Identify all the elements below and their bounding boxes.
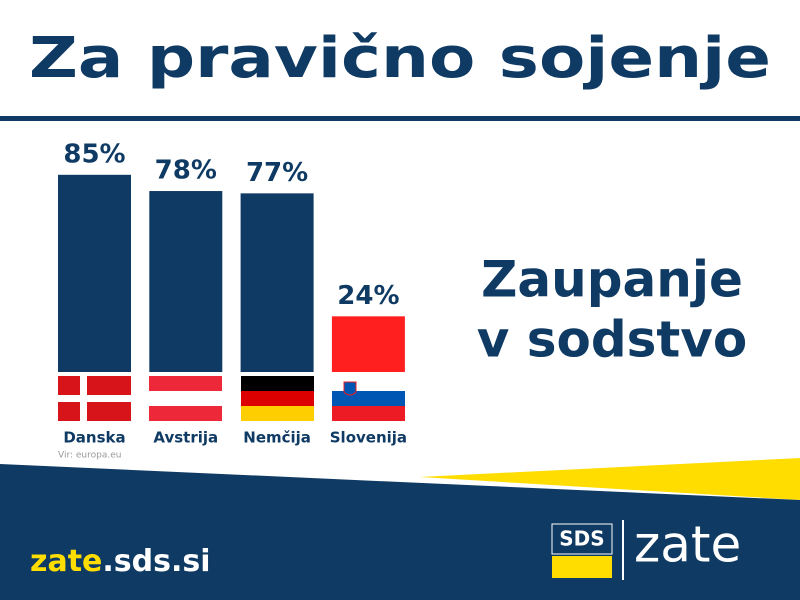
category-label: Slovenija — [330, 429, 407, 447]
logo-right: zate — [634, 516, 741, 574]
value-label: 24% — [337, 281, 399, 311]
annotation-line: Zaupanje — [481, 251, 743, 309]
category-label: Danska — [63, 429, 125, 447]
logo-left: SDS — [559, 527, 604, 551]
logo-box-yellow — [552, 556, 612, 578]
title: Za pravično sojenje — [29, 26, 771, 91]
footer-url: zate.sds.si — [30, 544, 211, 579]
bar — [331, 316, 405, 372]
category-label: Nemčija — [243, 429, 311, 447]
flag-slovenia — [332, 376, 405, 421]
value-label: 77% — [246, 158, 308, 188]
title-rule — [0, 116, 800, 121]
logo-divider — [622, 520, 624, 580]
url-part: .sds.si — [102, 544, 210, 579]
bar — [58, 174, 131, 372]
source: Vir: europa.eu — [58, 451, 121, 461]
footer-stripe — [420, 458, 800, 500]
bar — [149, 191, 223, 372]
value-label: 85% — [63, 139, 125, 169]
annotation-line: v sodstvo — [477, 311, 748, 369]
flag-germany — [241, 376, 314, 421]
bar — [240, 193, 314, 372]
url-part: zate — [30, 544, 102, 579]
value-label: 78% — [155, 156, 217, 186]
flag-austria — [149, 376, 222, 421]
logo-box — [551, 523, 613, 555]
flag-denmark — [58, 376, 131, 421]
category-label: Avstrija — [153, 429, 218, 447]
